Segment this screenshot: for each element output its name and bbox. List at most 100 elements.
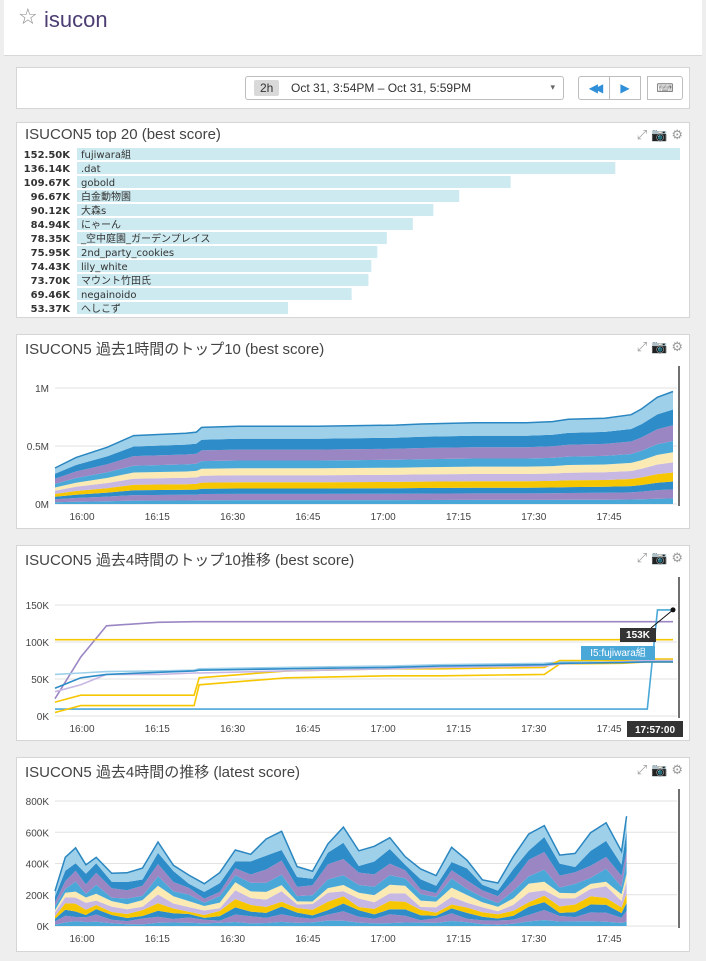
toplist-value: 109.67K [24,178,72,189]
area-band [55,902,627,922]
y-tick-label: 0K [37,922,50,933]
tooltip-time: 17:57:00 [635,725,675,736]
x-tick-label: 16:00 [69,724,94,735]
x-tick-label: 17:30 [521,934,546,945]
area-band [55,910,627,925]
y-tick-label: 50K [31,675,49,686]
play-icon: ▶ [620,81,630,95]
x-tick-label: 17:15 [446,724,471,735]
area-band [55,851,627,906]
toplist-chart: 152.50K fujiwara組 136.14K .dat 109.67K gobold… [24,148,680,315]
toplist-row[interactable]: 53.37K へしこず [31,302,289,315]
toplist-label: .dat [81,164,101,175]
tooltip-leader [650,609,674,629]
tooltip-value-box [620,628,656,642]
toplist-row[interactable]: 109.67K gobold [24,176,511,189]
panel-title: ISUCON5 top 20 (best score) [25,126,221,143]
expand-icon[interactable]: ⤢ [636,339,648,354]
expand-icon[interactable]: ⤢ [636,127,648,142]
toplist-row[interactable]: 84.94K にゃーん [31,218,413,231]
toplist-value: 53.37K [31,304,72,315]
x-tick-label: 17:45 [597,934,622,945]
toplist-row[interactable]: 152.50K fujiwara組 [24,148,680,161]
tooltip-series-box [581,646,655,660]
toplist-row[interactable]: 74.43K lily_white [31,260,372,273]
panel-top10-1h: ISUCON5 過去1時間のトップ10 (best score) ⤢ 📷 ⚙ 0M 0… [16,334,690,529]
tooltip-value: 153K [626,630,651,641]
toplist-label: lily_white [81,262,128,273]
x-tick-label: 17:00 [371,724,396,735]
panel-title: ISUCON5 過去1時間のトップ10 (best score) [25,341,325,358]
toplist-row[interactable]: 69.46K negainoido [31,288,352,301]
toplist-bar [77,274,369,286]
star-icon[interactable]: ☆ [18,4,38,29]
toplist-label: にゃーん [81,219,121,231]
series-line[interactable] [54,661,673,690]
area-band [55,472,673,497]
timeframe-selector[interactable]: 2h Oct 31, 3:54PM – Oct 31, 5:59PM ▾ [245,76,564,100]
toplist-bar [77,190,460,202]
keyboard-shortcuts-button[interactable]: ⌨ [647,76,683,100]
x-tick-label: 16:45 [295,512,320,523]
panel-top10-4h: ISUCON5 過去4時間のトップ10推移 (best score) ⤢ 📷 ⚙ 0… [16,545,690,741]
toplist-bar [77,288,352,300]
area-band [55,452,673,491]
toplist-label: 2nd_party_cookies [81,248,174,259]
expand-icon[interactable]: ⤢ [636,550,648,565]
series-line[interactable] [54,658,673,703]
series-line[interactable] [54,620,673,700]
area-band [55,489,673,503]
area-band [55,859,627,911]
toplist-label: へしこず [81,303,121,315]
toplist-row[interactable]: 75.95K 2nd_party_cookies [31,246,378,259]
toplist-bar [77,162,616,174]
play-button[interactable]: ▶ [609,76,641,100]
camera-icon[interactable]: 📷 [651,762,668,777]
area-top-line [54,390,674,469]
toplist-value: 84.94K [31,220,72,231]
toplist-label: negainoido [81,290,136,301]
area-band [55,409,673,479]
tooltip-time-box [627,721,683,737]
area-band [55,441,673,488]
toplist-bar [77,148,680,160]
gear-icon[interactable]: ⚙ [671,127,683,142]
area-chart-latest: 0K 200K 400K 600K 800K 16:00 16:15 16:30 16:45 17… [26,789,680,945]
gear-icon[interactable]: ⚙ [671,550,683,565]
camera-icon[interactable]: 📷 [651,550,668,565]
toplist-bar [77,176,511,188]
panel-top20: ISUCON5 top 20 (best score) ⤢ 📷 ⚙ 152.50K f… [16,122,690,318]
x-tick-label: 16:30 [220,724,245,735]
toplist-row[interactable]: 90.12K 大森s [31,204,434,217]
toplist-row[interactable]: 96.67K 白金動物園 [31,190,460,203]
x-tick-label: 16:15 [145,724,170,735]
x-tick-label: 16:30 [220,934,245,945]
x-tick-label: 17:30 [521,512,546,523]
toplist-row[interactable]: 73.70K マウント竹田氏 [31,274,369,287]
camera-icon[interactable]: 📷 [651,127,668,142]
gear-icon[interactable]: ⚙ [671,762,683,777]
expand-icon[interactable]: ⤢ [636,762,648,777]
area-band [55,920,627,926]
area-band [55,462,673,494]
x-tick-label: 17:00 [371,512,396,523]
x-tick-label: 17:15 [446,512,471,523]
camera-icon[interactable]: 📷 [651,339,668,354]
x-tick-label: 16:00 [69,934,94,945]
y-tick-label: 200K [26,891,50,902]
rewind-button[interactable]: ◀◀ [578,76,610,100]
panel-tools: ⤢ 📷 ⚙ [633,127,683,143]
x-tick-label: 17:00 [371,934,396,945]
panel-latest-4h: ISUCON5 過去4時間の推移 (latest score) ⤢ 📷 ⚙ 0K 20… [16,757,690,952]
series-line[interactable] [55,609,673,710]
gear-icon[interactable]: ⚙ [671,339,683,354]
toplist-value: 69.46K [31,290,72,301]
panel-title: ISUCON5 過去4時間のトップ10推移 (best score) [25,552,355,569]
toplist-row[interactable]: 136.14K .dat [24,162,616,175]
dashboard-title: isucon [44,7,108,32]
line-chart-4h: 0K 50K 100K 150K 16:00 16:15 16:30 16:45 17:00 17… [26,577,683,737]
toplist-row[interactable]: 78.35K _空中庭園_ガーデンプレイス [31,232,387,245]
y-tick-label: 1M [35,384,49,395]
toplist-label: 大森s [81,204,106,217]
area-band [55,425,673,484]
